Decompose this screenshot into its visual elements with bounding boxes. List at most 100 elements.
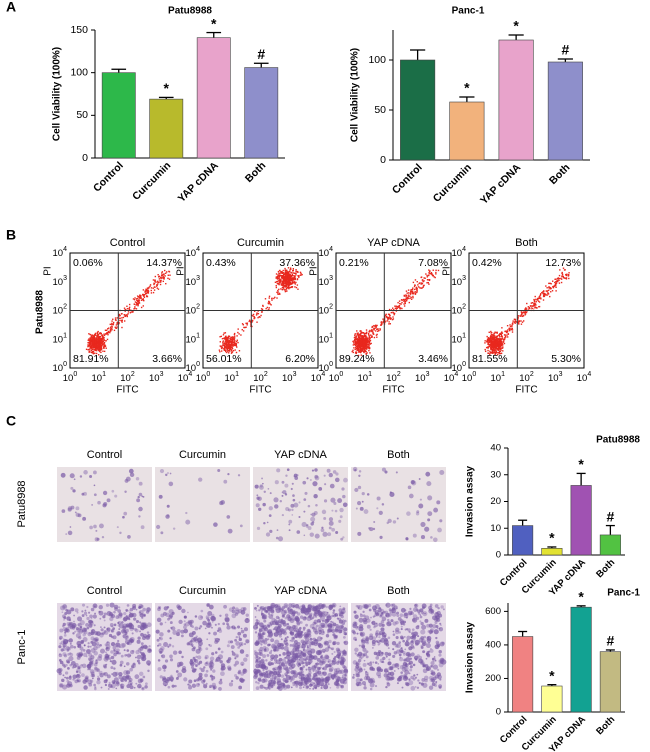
event-dot <box>364 335 366 337</box>
cell <box>108 654 111 657</box>
cell <box>132 662 136 666</box>
event-dot <box>279 281 281 284</box>
cell <box>64 611 68 616</box>
event-dot <box>147 291 149 293</box>
cell <box>220 665 226 671</box>
event-dot <box>354 341 356 344</box>
cell <box>81 603 86 607</box>
cell <box>296 474 299 477</box>
event-dot <box>285 283 288 285</box>
event-dot <box>110 326 113 328</box>
cell <box>95 529 98 532</box>
event-dot <box>224 343 226 346</box>
cell <box>302 673 305 677</box>
tick-exponent: 4 <box>63 246 67 253</box>
cell <box>259 684 264 689</box>
cell <box>283 683 285 686</box>
event-dot <box>168 278 171 280</box>
event-dot <box>89 345 91 347</box>
event-dot <box>410 289 412 291</box>
event-dot <box>498 346 500 348</box>
y-tick-label: 101 <box>53 332 68 345</box>
y-tick-label: 50 <box>374 104 386 116</box>
event-dot <box>96 344 98 347</box>
event-dot <box>403 300 405 302</box>
cell <box>395 471 398 474</box>
event-dot <box>137 303 139 305</box>
cell <box>416 510 420 514</box>
event-dot <box>92 343 95 345</box>
event-dot <box>142 289 145 291</box>
cell <box>195 635 198 638</box>
event-dot <box>364 339 366 342</box>
cell <box>213 522 218 527</box>
event-dot <box>499 350 502 353</box>
event-dot <box>359 341 361 344</box>
y-tick-label: 101 <box>452 332 467 345</box>
cell <box>300 676 305 681</box>
event-dot <box>150 292 153 294</box>
event-dot <box>365 335 367 337</box>
event-dot <box>161 272 163 274</box>
cell <box>70 607 75 612</box>
event-dot <box>223 342 226 345</box>
cell <box>91 677 94 680</box>
event-dot <box>407 296 410 298</box>
event-dot <box>536 298 539 301</box>
event-dot <box>293 278 295 281</box>
cell <box>255 609 258 612</box>
event-dot <box>230 345 232 347</box>
event-dot <box>291 273 294 276</box>
event-dot <box>494 335 496 337</box>
cell <box>139 611 142 614</box>
event-dot <box>285 282 288 284</box>
event-dot <box>554 284 557 287</box>
event-dot <box>226 336 229 339</box>
event-dot <box>285 288 287 291</box>
event-dot <box>488 339 490 342</box>
tick-base: 10 <box>491 373 502 384</box>
cell <box>73 614 75 617</box>
x-tick-label: Both <box>243 160 268 185</box>
cell <box>289 644 293 647</box>
bar <box>449 101 485 161</box>
event-dot <box>99 349 101 351</box>
event-dot <box>352 344 355 346</box>
cell <box>116 526 119 529</box>
cell <box>211 626 213 629</box>
event-dot <box>403 305 406 307</box>
event-dot <box>493 349 496 352</box>
cell <box>228 682 234 687</box>
cell <box>299 615 304 619</box>
event-dot <box>224 332 227 334</box>
cell <box>94 660 99 664</box>
y-tick-label: 0 <box>82 152 88 164</box>
cell <box>112 627 116 630</box>
cell <box>195 655 198 659</box>
event-dot <box>423 280 425 282</box>
event-dot <box>499 343 501 345</box>
event-dot <box>289 273 291 276</box>
cell <box>286 614 291 619</box>
event-dot <box>494 331 496 333</box>
cell <box>237 608 242 614</box>
cell <box>285 474 288 477</box>
event-dot <box>143 296 146 298</box>
event-dot <box>252 313 255 316</box>
cell <box>266 673 271 679</box>
cell <box>292 683 295 687</box>
event-dot <box>433 276 435 278</box>
tick-base: 10 <box>282 373 293 384</box>
event-dot <box>284 276 286 278</box>
event-dot <box>111 322 113 325</box>
event-dot <box>286 269 288 272</box>
cell <box>281 513 284 517</box>
event-dot <box>233 332 236 335</box>
cell <box>305 668 308 671</box>
event-dot <box>226 347 229 349</box>
cell <box>147 648 152 654</box>
event-dot <box>394 307 397 310</box>
event-dot <box>354 344 357 347</box>
event-dot <box>491 348 493 351</box>
cell <box>180 634 184 638</box>
